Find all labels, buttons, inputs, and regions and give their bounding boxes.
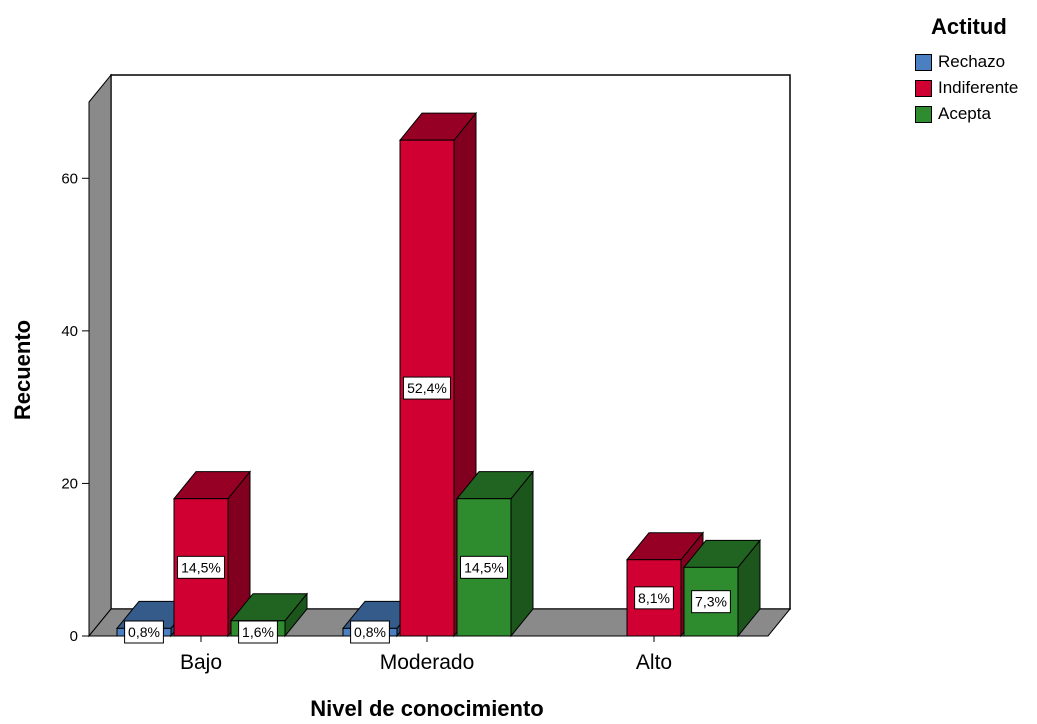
data-label-text: 1,6% <box>242 624 274 640</box>
x-axis-title: Nivel de conocimiento <box>310 696 544 721</box>
legend-label: Acepta <box>938 104 991 123</box>
legend-item-acepta: Acepta <box>915 101 1033 127</box>
y-tick-label: 40 <box>61 323 78 340</box>
bar <box>682 538 762 638</box>
data-label: 52,4% <box>403 376 451 400</box>
y-axis-title: Recuento <box>10 320 35 420</box>
data-label-text: 8,1% <box>638 590 670 606</box>
bar <box>455 470 535 638</box>
y-axis: 0 20 40 60 <box>61 170 89 645</box>
data-label-box <box>403 376 451 400</box>
legend-label: Rechazo <box>938 52 1006 71</box>
data-label-text: 52,4% <box>407 380 447 396</box>
x-axis: Bajo Moderado Alto <box>180 636 672 674</box>
y-tick-label: 20 <box>61 475 78 492</box>
legend-label: Indiferente <box>938 78 1019 97</box>
data-label-box <box>124 620 164 644</box>
data-label-text: 0,8% <box>354 624 386 640</box>
data-label-text: 7,3% <box>695 594 727 610</box>
data-label-box <box>634 586 674 610</box>
data-label-box <box>350 620 390 644</box>
x-tick-label: Bajo <box>180 651 222 674</box>
data-label: 14,5% <box>177 555 225 579</box>
data-label: 0,8% <box>350 620 390 644</box>
data-label-text: 14,5% <box>464 559 504 575</box>
data-label-box <box>460 555 508 579</box>
bar-side <box>510 470 534 638</box>
legend-item-rechazo: Rechazo <box>915 49 1033 75</box>
data-label: 7,3% <box>691 590 731 614</box>
data-label: 14,5% <box>460 555 508 579</box>
legend-swatch-indiferente <box>915 79 932 97</box>
legend-item-indiferente: Indiferente <box>915 75 1033 101</box>
legend-title: Actitud <box>931 14 1007 39</box>
data-label-text: 0,8% <box>128 624 160 640</box>
chart-side-wall <box>88 73 112 638</box>
data-label-box <box>691 590 731 614</box>
data-label: 1,6% <box>238 620 278 644</box>
data-label: 0,8% <box>124 620 164 644</box>
y-tick-label: 60 <box>61 170 78 187</box>
x-tick-label: Moderado <box>380 651 475 674</box>
x-tick-label: Alto <box>636 651 672 674</box>
legend-swatch-rechazo <box>915 53 932 71</box>
y-tick-label: 0 <box>70 628 78 645</box>
data-label: 8,1% <box>634 586 674 610</box>
legend-swatch-acepta <box>915 105 932 123</box>
bar-group: 0,8% 14,5% 1,6% 0,8% 52,4% 14,5% 8,1% 7,3% <box>115 111 762 644</box>
data-label-text: 14,5% <box>181 559 221 575</box>
legend: Actitud Rechazo Indiferente Acepta <box>915 14 1033 127</box>
data-label-box <box>177 555 225 579</box>
data-label-box <box>238 620 278 644</box>
